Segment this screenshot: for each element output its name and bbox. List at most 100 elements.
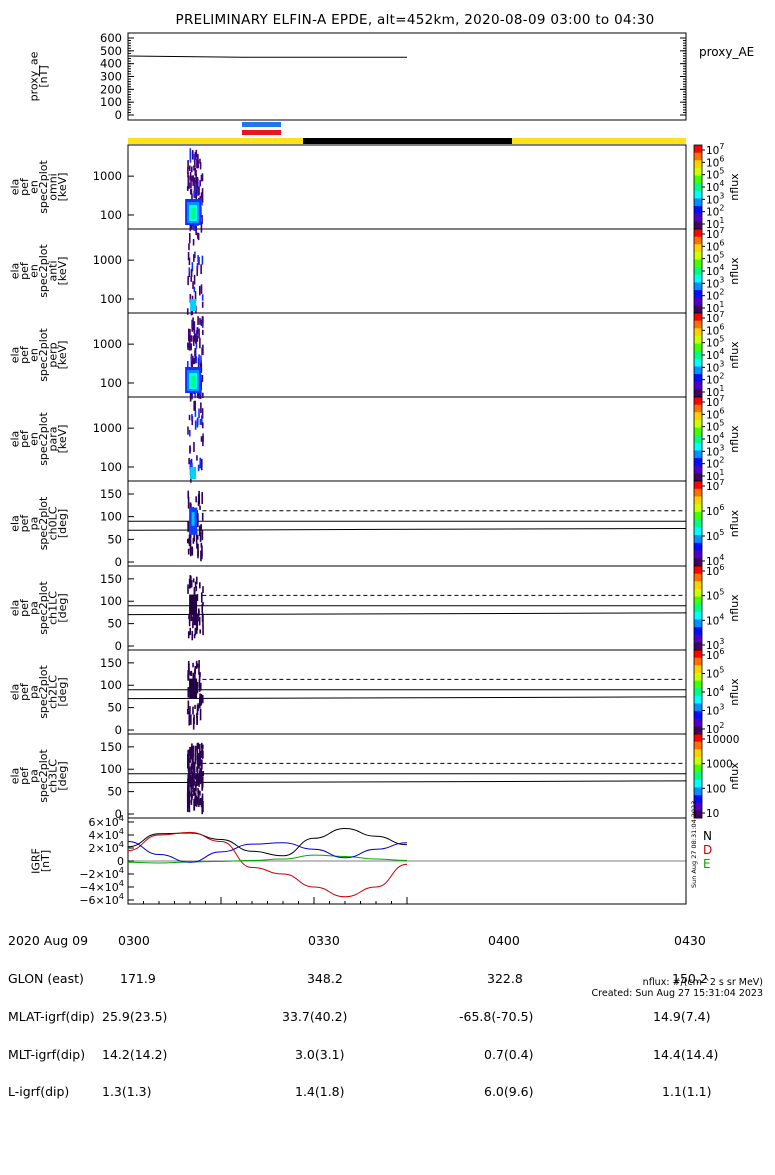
- y-axis-label-line: spec2plot: [37, 244, 50, 298]
- spectrogram-cell: [194, 333, 196, 342]
- spectrogram-cell: [201, 301, 204, 308]
- panel-frame: [127, 396, 687, 482]
- spectrogram-cell: [198, 494, 201, 505]
- y-tick-label: 100: [100, 762, 122, 776]
- spectrogram-cell: [199, 418, 202, 425]
- plot-canvas: PRELIMINARY ELFIN-A EPDE, alt=452km, 202…: [8, 12, 754, 907]
- spectrogram-cell: [187, 252, 190, 261]
- spectrogram-cell: [199, 682, 202, 691]
- spectrogram-cell: [194, 392, 196, 399]
- spectrogram-cell: [202, 344, 204, 356]
- y-axis-label-line: ela: [8, 684, 21, 701]
- y-tick-label: 150: [100, 487, 122, 501]
- colorbar-segment: [694, 145, 702, 154]
- spectrogram-cell: [193, 587, 196, 599]
- spectrogram-cell: [197, 780, 200, 786]
- ephemeris-value: 348.2: [307, 970, 343, 986]
- colorbar-segment: [694, 473, 702, 482]
- spectrogram-cell: [196, 417, 199, 426]
- y-tick-label: 0: [115, 807, 122, 821]
- colorbar-tick-label: 102: [706, 372, 724, 387]
- spectrogram-cell: [200, 415, 203, 425]
- y-tick-label: 100: [100, 594, 122, 608]
- proxy-ae-line: [127, 55, 407, 58]
- loss-cone-line: [127, 612, 687, 616]
- spectrogram-cell: [190, 188, 193, 196]
- colorbar-segment: [694, 488, 702, 497]
- y-axis-label-line: pef: [18, 514, 31, 533]
- colorbar-segment: [694, 290, 702, 299]
- colorbar-tick-label: 101: [706, 384, 724, 399]
- y-axis-label-line: pef: [18, 345, 31, 364]
- spectrogram-cell: [199, 161, 202, 170]
- spectrogram-cell: [194, 581, 197, 589]
- spectrogram-cell: [193, 274, 196, 285]
- spectrogram-cell: [188, 534, 191, 547]
- spectrogram-cell: [187, 584, 189, 594]
- spectrogram-cell: [195, 626, 198, 634]
- y-axis-label-line: pef: [18, 177, 31, 196]
- spectrogram-cell: [196, 715, 198, 724]
- spectrogram-cell: [201, 408, 204, 419]
- y-axis-label-line: spec2plot: [37, 749, 50, 803]
- spectrogram-cell: [195, 614, 198, 627]
- spectrogram-cell: [187, 796, 190, 805]
- spectrogram-cell: [192, 578, 195, 583]
- spectrogram-cell: [188, 270, 191, 278]
- y-axis-label-line: en: [27, 432, 40, 446]
- colorbar-segment: [694, 810, 702, 819]
- y-axis-label-line: ela: [8, 263, 21, 280]
- spectrogram-cell: [196, 335, 199, 342]
- spectrogram-cell: [187, 788, 190, 798]
- spectrogram-cell: [192, 762, 195, 774]
- colorbar-tick-label: 105: [706, 588, 724, 603]
- spectrogram-cell: [196, 663, 199, 668]
- spectrogram-cell: [201, 759, 203, 770]
- spectrogram-cell: [195, 225, 197, 236]
- colorbar-tick-label: 105: [706, 335, 724, 350]
- colorbar-segment: [694, 397, 702, 406]
- spectrogram-cell: [197, 515, 199, 528]
- y-axis-label-line: proxy_ae: [27, 51, 40, 101]
- spectrogram-cell: [189, 329, 191, 337]
- spectrogram-cell: [195, 339, 198, 349]
- spectrogram-cell: [191, 390, 193, 397]
- spectrogram-cell: [196, 455, 198, 461]
- y-axis-label-line: ela: [8, 431, 21, 448]
- y-tick-label: 1000: [93, 253, 122, 267]
- spectrogram-cell: [189, 339, 191, 349]
- colorbar-segment: [694, 198, 702, 207]
- spectrogram-cell: [200, 696, 202, 706]
- spectrogram-cell: [193, 763, 196, 776]
- spectrogram-cell: [200, 769, 203, 778]
- colorbar-segment: [694, 550, 702, 559]
- spectrogram-cell: [196, 159, 198, 169]
- spectrogram-cell: [197, 464, 200, 472]
- colorbar-tick-label: 102: [706, 456, 724, 471]
- spectrogram-cell: [202, 770, 204, 777]
- spectrogram-cell: [195, 182, 198, 194]
- igrf-legend-n: N: [703, 829, 712, 843]
- y-tick-label: 600: [100, 31, 122, 45]
- spectrogram-cell: [202, 614, 204, 627]
- colorbar-segment: [694, 665, 702, 674]
- page-title: PRELIMINARY ELFIN-A EPDE, alt=452km, 202…: [176, 12, 655, 28]
- y-axis-label-line: spec2plot: [37, 412, 50, 466]
- spectrogram-cell: [194, 410, 197, 417]
- colorbar-segment: [694, 251, 702, 261]
- loss-cone-line: [127, 696, 687, 700]
- spectrogram-cell: [200, 592, 203, 603]
- spectrogram-cell: [196, 327, 199, 334]
- colorbar-tick-label: 10: [706, 808, 719, 820]
- spectrogram-cell: [200, 402, 202, 414]
- ephemeris-row-mlat: MLAT-igrf(dip) 25.9(23.5) 33.7(40.2) -65…: [8, 1010, 710, 1024]
- spectrogram-core: [191, 376, 196, 387]
- spectrogram-cell: [193, 177, 196, 188]
- spectrogram-cell: [189, 627, 192, 636]
- colorbar-title-text: nflux: [728, 594, 741, 622]
- colorbar-segment: [694, 566, 702, 575]
- y-axis-label-line: [deg]: [56, 593, 69, 622]
- spectrogram-cell: [196, 594, 199, 601]
- spectrogram-cell: [200, 436, 203, 442]
